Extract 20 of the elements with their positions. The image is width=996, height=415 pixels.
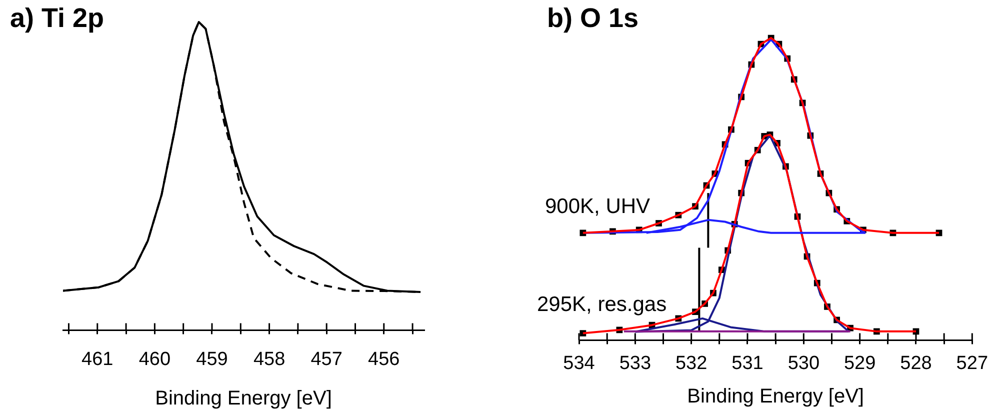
x-tick-label: 531 <box>732 352 764 374</box>
x-tick-label: 456 <box>368 348 400 370</box>
x-axis-title: Binding Energy [eV] <box>155 388 332 410</box>
x-tick-label: 460 <box>138 348 171 370</box>
chart-title: b) O 1s <box>547 2 639 33</box>
x-tick-label: 528 <box>900 352 932 374</box>
x-axis-title: Binding Energy [eV] <box>687 386 864 408</box>
x-tick-label: 459 <box>196 348 228 370</box>
x-tick-label: 533 <box>619 352 652 374</box>
chart-title: a) Ti 2p <box>10 2 104 33</box>
annotation: 900K, UHV <box>545 194 650 218</box>
x-tick-label: 534 <box>563 352 596 374</box>
x-tick-label: 457 <box>310 348 342 370</box>
annotation: 295K, res.gas <box>537 292 667 316</box>
x-tick-label: 458 <box>253 348 286 370</box>
x-tick-label: 530 <box>788 352 820 374</box>
x-tick-label: 529 <box>844 352 876 374</box>
x-tick-label: 461 <box>82 348 114 370</box>
x-tick-label: 527 <box>956 352 988 374</box>
x-tick-label: 532 <box>675 352 708 374</box>
